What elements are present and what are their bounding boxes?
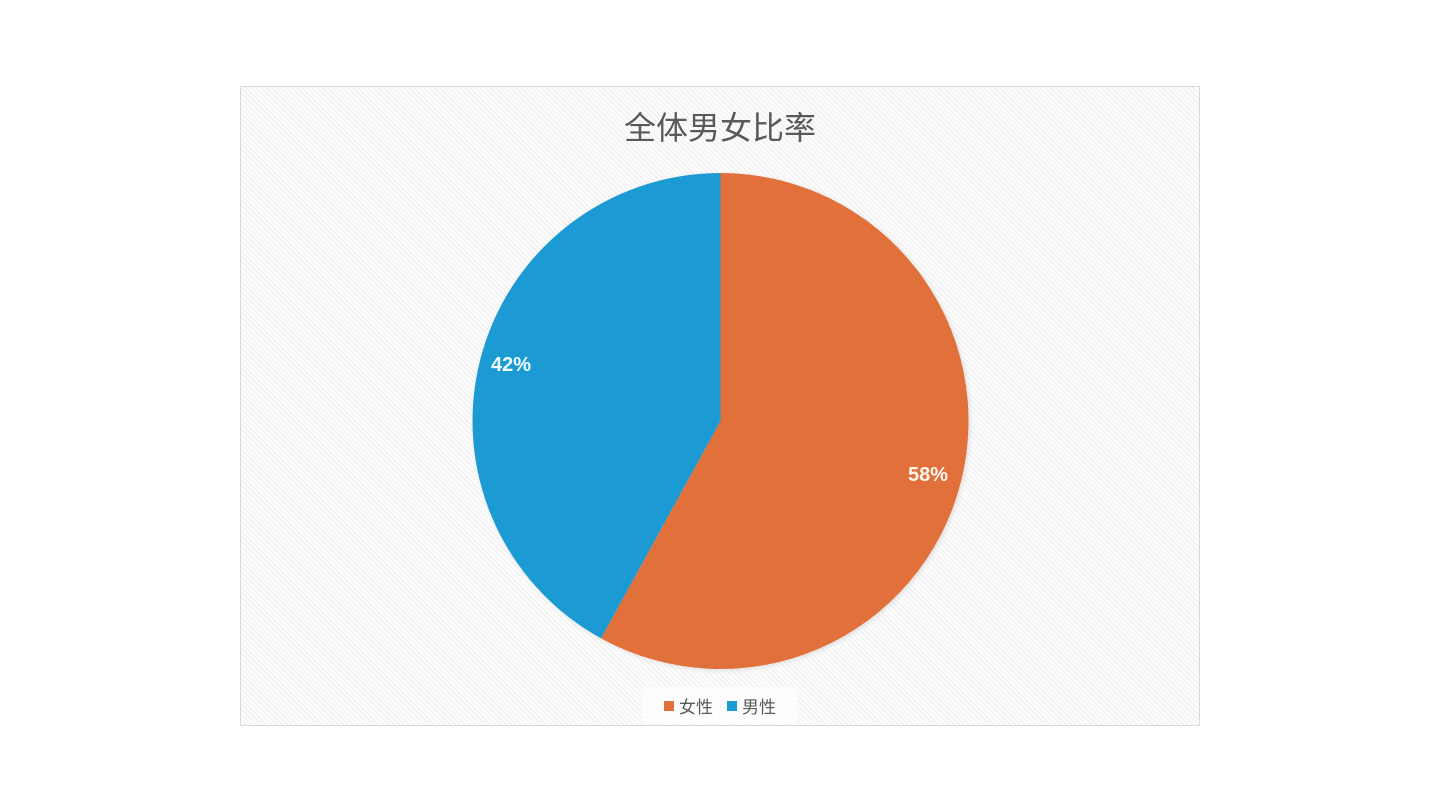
svg-text:58%: 58% <box>908 464 948 486</box>
svg-text:42%: 42% <box>491 354 531 376</box>
